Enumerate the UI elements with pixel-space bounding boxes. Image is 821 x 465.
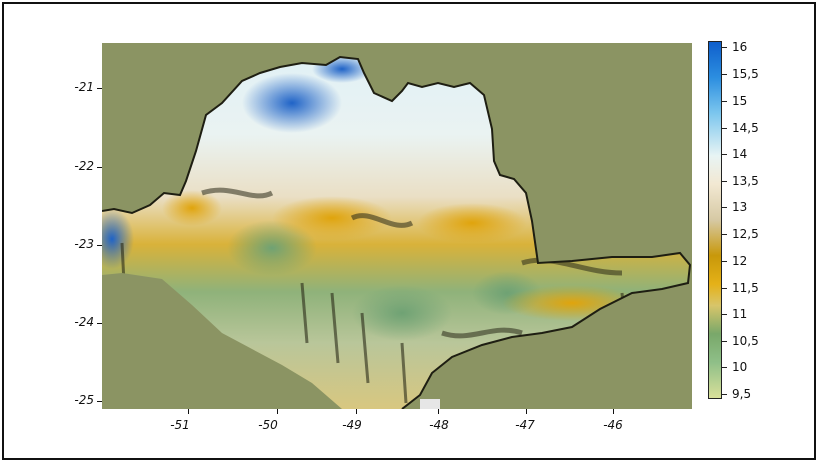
colorbar	[708, 41, 722, 399]
x-tick-mark	[613, 409, 614, 414]
colorbar-tick-mark	[722, 367, 727, 368]
colorbar-label: 15	[732, 94, 748, 108]
y-tick-mark	[97, 245, 102, 246]
y-tick-label: -25	[74, 393, 94, 407]
colorbar-label: 12	[732, 254, 748, 268]
colorbar-label: 11	[732, 307, 748, 321]
colorbar-label: 14	[732, 147, 748, 161]
x-tick-label: -51	[170, 418, 190, 432]
x-tick-label: -46	[603, 418, 623, 432]
colorbar-tick-mark	[722, 101, 727, 102]
colorbar-label: 13	[732, 200, 748, 214]
colorbar-label: 11,5	[732, 281, 759, 295]
x-tick-label: -47	[515, 418, 535, 432]
x-tick-mark	[188, 409, 189, 414]
colorbar-label: 16	[732, 40, 748, 54]
y-tick-mark	[97, 401, 102, 402]
y-tick-label: -22	[74, 159, 94, 173]
x-tick-mark	[526, 409, 527, 414]
colorbar-tick-mark	[722, 74, 727, 75]
colorbar-tick-mark	[722, 314, 727, 315]
colorbar-tick-mark	[722, 394, 727, 395]
x-tick-label: -48	[429, 418, 449, 432]
colorbar-tick-mark	[722, 261, 727, 262]
colorbar-label: 13,5	[732, 174, 759, 188]
y-tick-label: -21	[74, 80, 94, 94]
x-tick-mark	[438, 409, 439, 414]
x-tick-mark	[356, 409, 357, 414]
colorbar-tick-mark	[722, 207, 727, 208]
x-tick-label: -49	[342, 418, 362, 432]
colorbar-tick-mark	[722, 288, 727, 289]
colorbar-label: 15,5	[732, 67, 759, 81]
state-surface-map	[102, 55, 692, 409]
colorbar-tick-mark	[722, 234, 727, 235]
colorbar-label: 10	[732, 360, 748, 374]
colorbar-tick-mark	[722, 154, 727, 155]
x-tick-label: -50	[258, 418, 278, 432]
y-tick-label: -23	[74, 237, 94, 251]
colorbar-tick-mark	[722, 181, 727, 182]
y-tick-mark	[97, 88, 102, 89]
colorbar-label: 10,5	[732, 334, 759, 348]
colorbar-label: 14,5	[732, 121, 759, 135]
colorbar-label: 9,5	[732, 387, 752, 401]
colorbar-tick-mark	[722, 128, 727, 129]
map-plot-area	[102, 43, 692, 409]
x-tick-mark	[277, 409, 278, 414]
colorbar-tick-mark	[722, 47, 727, 48]
colorbar-label: 12,5	[732, 227, 759, 241]
y-tick-mark	[97, 167, 102, 168]
colorbar-tick-mark	[722, 341, 727, 342]
y-tick-label: -24	[74, 315, 94, 329]
y-tick-mark	[97, 323, 102, 324]
